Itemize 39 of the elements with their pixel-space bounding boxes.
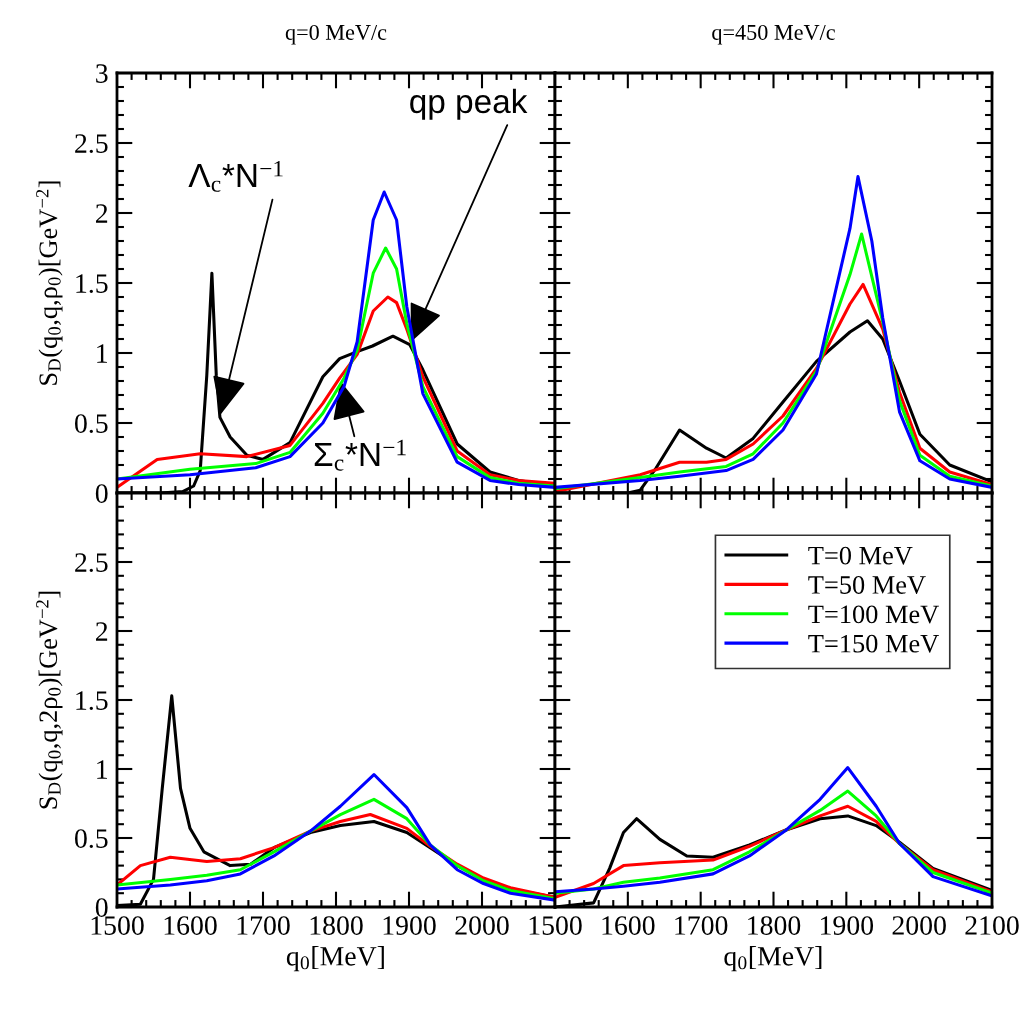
x-tick-label: 1600 xyxy=(164,916,217,935)
y-tick-label: 2.5 xyxy=(75,134,108,154)
annotation: Λ$_{c}$*N$^{−1}$ xyxy=(188,160,283,192)
x-tick-label: 2100 xyxy=(965,916,1019,935)
y-tick-label: 2 xyxy=(96,622,108,641)
y-tick-label: 2.5 xyxy=(75,553,108,573)
annotation: Σ$_{c}$*N$^{−1}$ xyxy=(314,439,406,471)
y-tick-label: 2 xyxy=(96,204,108,223)
y-tick-label: 1.5 xyxy=(76,274,108,294)
legend-label: T=150 MeV xyxy=(808,634,939,653)
legend-label: T=100 MeV xyxy=(808,605,939,624)
y-tick-label: 1 xyxy=(97,344,107,363)
y-tick-label: 0 xyxy=(95,484,108,503)
y-tick-label: 1 xyxy=(97,760,107,779)
x-tick-label: 1800 xyxy=(748,916,801,935)
legend-label: T=0 MeV xyxy=(808,546,913,565)
y-tick-label: 3 xyxy=(96,64,108,83)
x-tick-label: 1900 xyxy=(383,916,436,935)
text: S$_{D}$(q$_{0}$,q,ρ$_{0}$)[GeV$^{−2}$] xyxy=(36,181,63,385)
x-axis-title: q$_{0}$[MeV] xyxy=(724,946,822,972)
y-tick-label: 0 xyxy=(95,898,108,917)
y-tick-label: 1.5 xyxy=(76,691,108,711)
y-tick-label: 0.5 xyxy=(75,414,108,434)
x-tick-label: 1600 xyxy=(602,916,655,935)
x-axis-title: q$_{0}$[MeV] xyxy=(286,946,384,972)
x-tick-label: 1700 xyxy=(675,916,728,935)
chart-title: q=0 MeV/c xyxy=(285,24,387,45)
y-tick-label: 0.5 xyxy=(75,829,108,849)
x-tick-label: 1500 xyxy=(529,916,582,935)
legend-label: T=50 MeV xyxy=(808,576,926,595)
x-tick-label: 2000 xyxy=(455,916,509,935)
x-tick-label: 1700 xyxy=(237,916,290,935)
x-tick-label: 1900 xyxy=(821,916,874,935)
x-tick-label: 1800 xyxy=(310,916,363,935)
chart-title: q=450 MeV/c xyxy=(712,24,835,45)
x-tick-label: 1500 xyxy=(91,916,144,935)
x-tick-label: 2000 xyxy=(892,916,946,935)
text: S$_{D}$(q$_{0}$,q,2ρ$_{0}$)[GeV$^{−2}$] xyxy=(36,591,63,809)
annotation: qp peak xyxy=(410,88,528,120)
